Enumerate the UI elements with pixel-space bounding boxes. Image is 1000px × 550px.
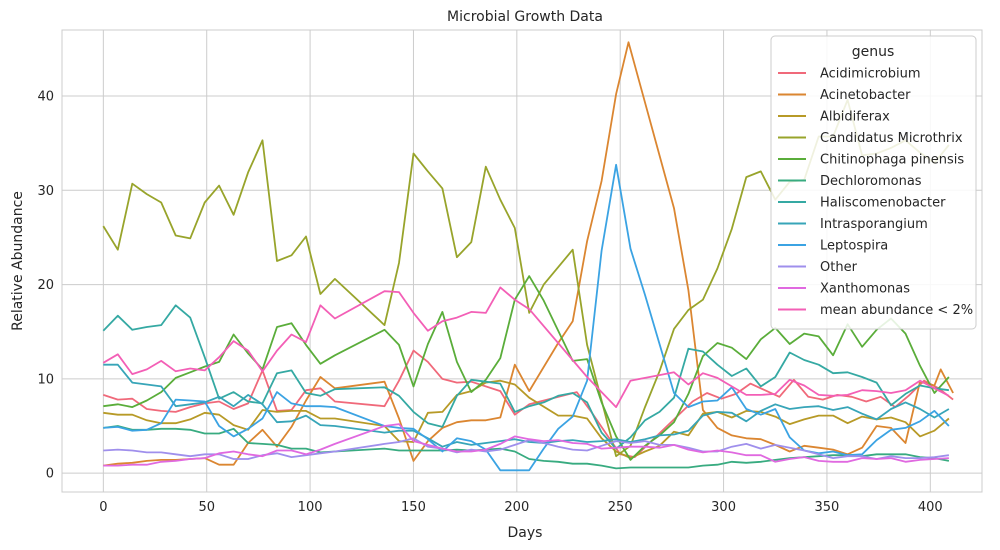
y-tick-label-3: 30 [37,184,54,199]
x-axis-ticks: 0 50 100 150 200 250 300 350 400 [99,500,943,515]
series-line-other [103,437,950,460]
x-tick-label-3: 150 [401,500,426,515]
legend-items: Acidimicrobium Acinetobacter Albidiferax Ca… [778,67,973,318]
x-tick-label-6: 300 [711,500,736,515]
chart-title: Microbial Growth Data [447,9,603,25]
plot-frame [61,29,983,493]
legend-label-leptospira: Leptospira [820,239,888,254]
legend-label-dechloromonas: Dechloromonas [820,174,922,189]
legend-label-mean-abundance-2: mean abundance < 2% [820,303,973,318]
series-line-albidiferax [103,379,950,460]
legend-label-chitinophaga-pinensis: Chitinophaga pinensis [820,153,964,168]
legend-box [770,35,977,330]
legend-title: genus [852,44,895,60]
x-tick-label-5: 250 [608,500,633,515]
y-axis-ticks: 0 10 20 30 40 [37,90,54,482]
y-tick-label-4: 40 [37,90,54,105]
series-line-haliscomenobacter [102,304,950,450]
y-axis-label: Relative Abundance [10,191,26,331]
y-tick-label-2: 20 [37,278,54,293]
y-tick-label-1: 10 [37,372,54,387]
series-lines [102,41,954,472]
x-tick-label-0: 0 [99,500,107,515]
legend-label-xanthomonas: Xanthomonas [820,282,910,297]
x-tick-label-1: 50 [198,500,215,515]
x-tick-label-4: 200 [504,500,529,515]
legend-label-acidimicrobium: Acidimicrobium [820,67,921,82]
x-axis-label: Days [508,525,543,541]
legend-label-candidatus-microthrix: Candidatus Microthrix [820,131,963,146]
legend-label-other: Other [820,260,858,275]
series-line-xanthomonas [103,423,949,467]
series-line-chitinophaga-pinensis [103,275,950,461]
legend-label-haliscomenobacter: Haliscomenobacter [820,196,946,211]
legend: genus Acidimicrobium Acinetobacter Albidif… [770,35,977,330]
legend-label-acinetobacter: Acinetobacter [820,88,911,103]
series-line-acinetobacter [103,41,954,467]
legend-label-intrasporangium: Intrasporangium [820,217,928,232]
series-line-mean-abundance-2 [102,286,950,409]
legend-label-albidiferax: Albidiferax [820,110,890,125]
y-tick-label-0: 0 [46,467,54,482]
x-tick-label-2: 100 [298,500,323,515]
x-tick-label-8: 400 [918,500,943,515]
x-tick-label-7: 350 [815,500,840,515]
